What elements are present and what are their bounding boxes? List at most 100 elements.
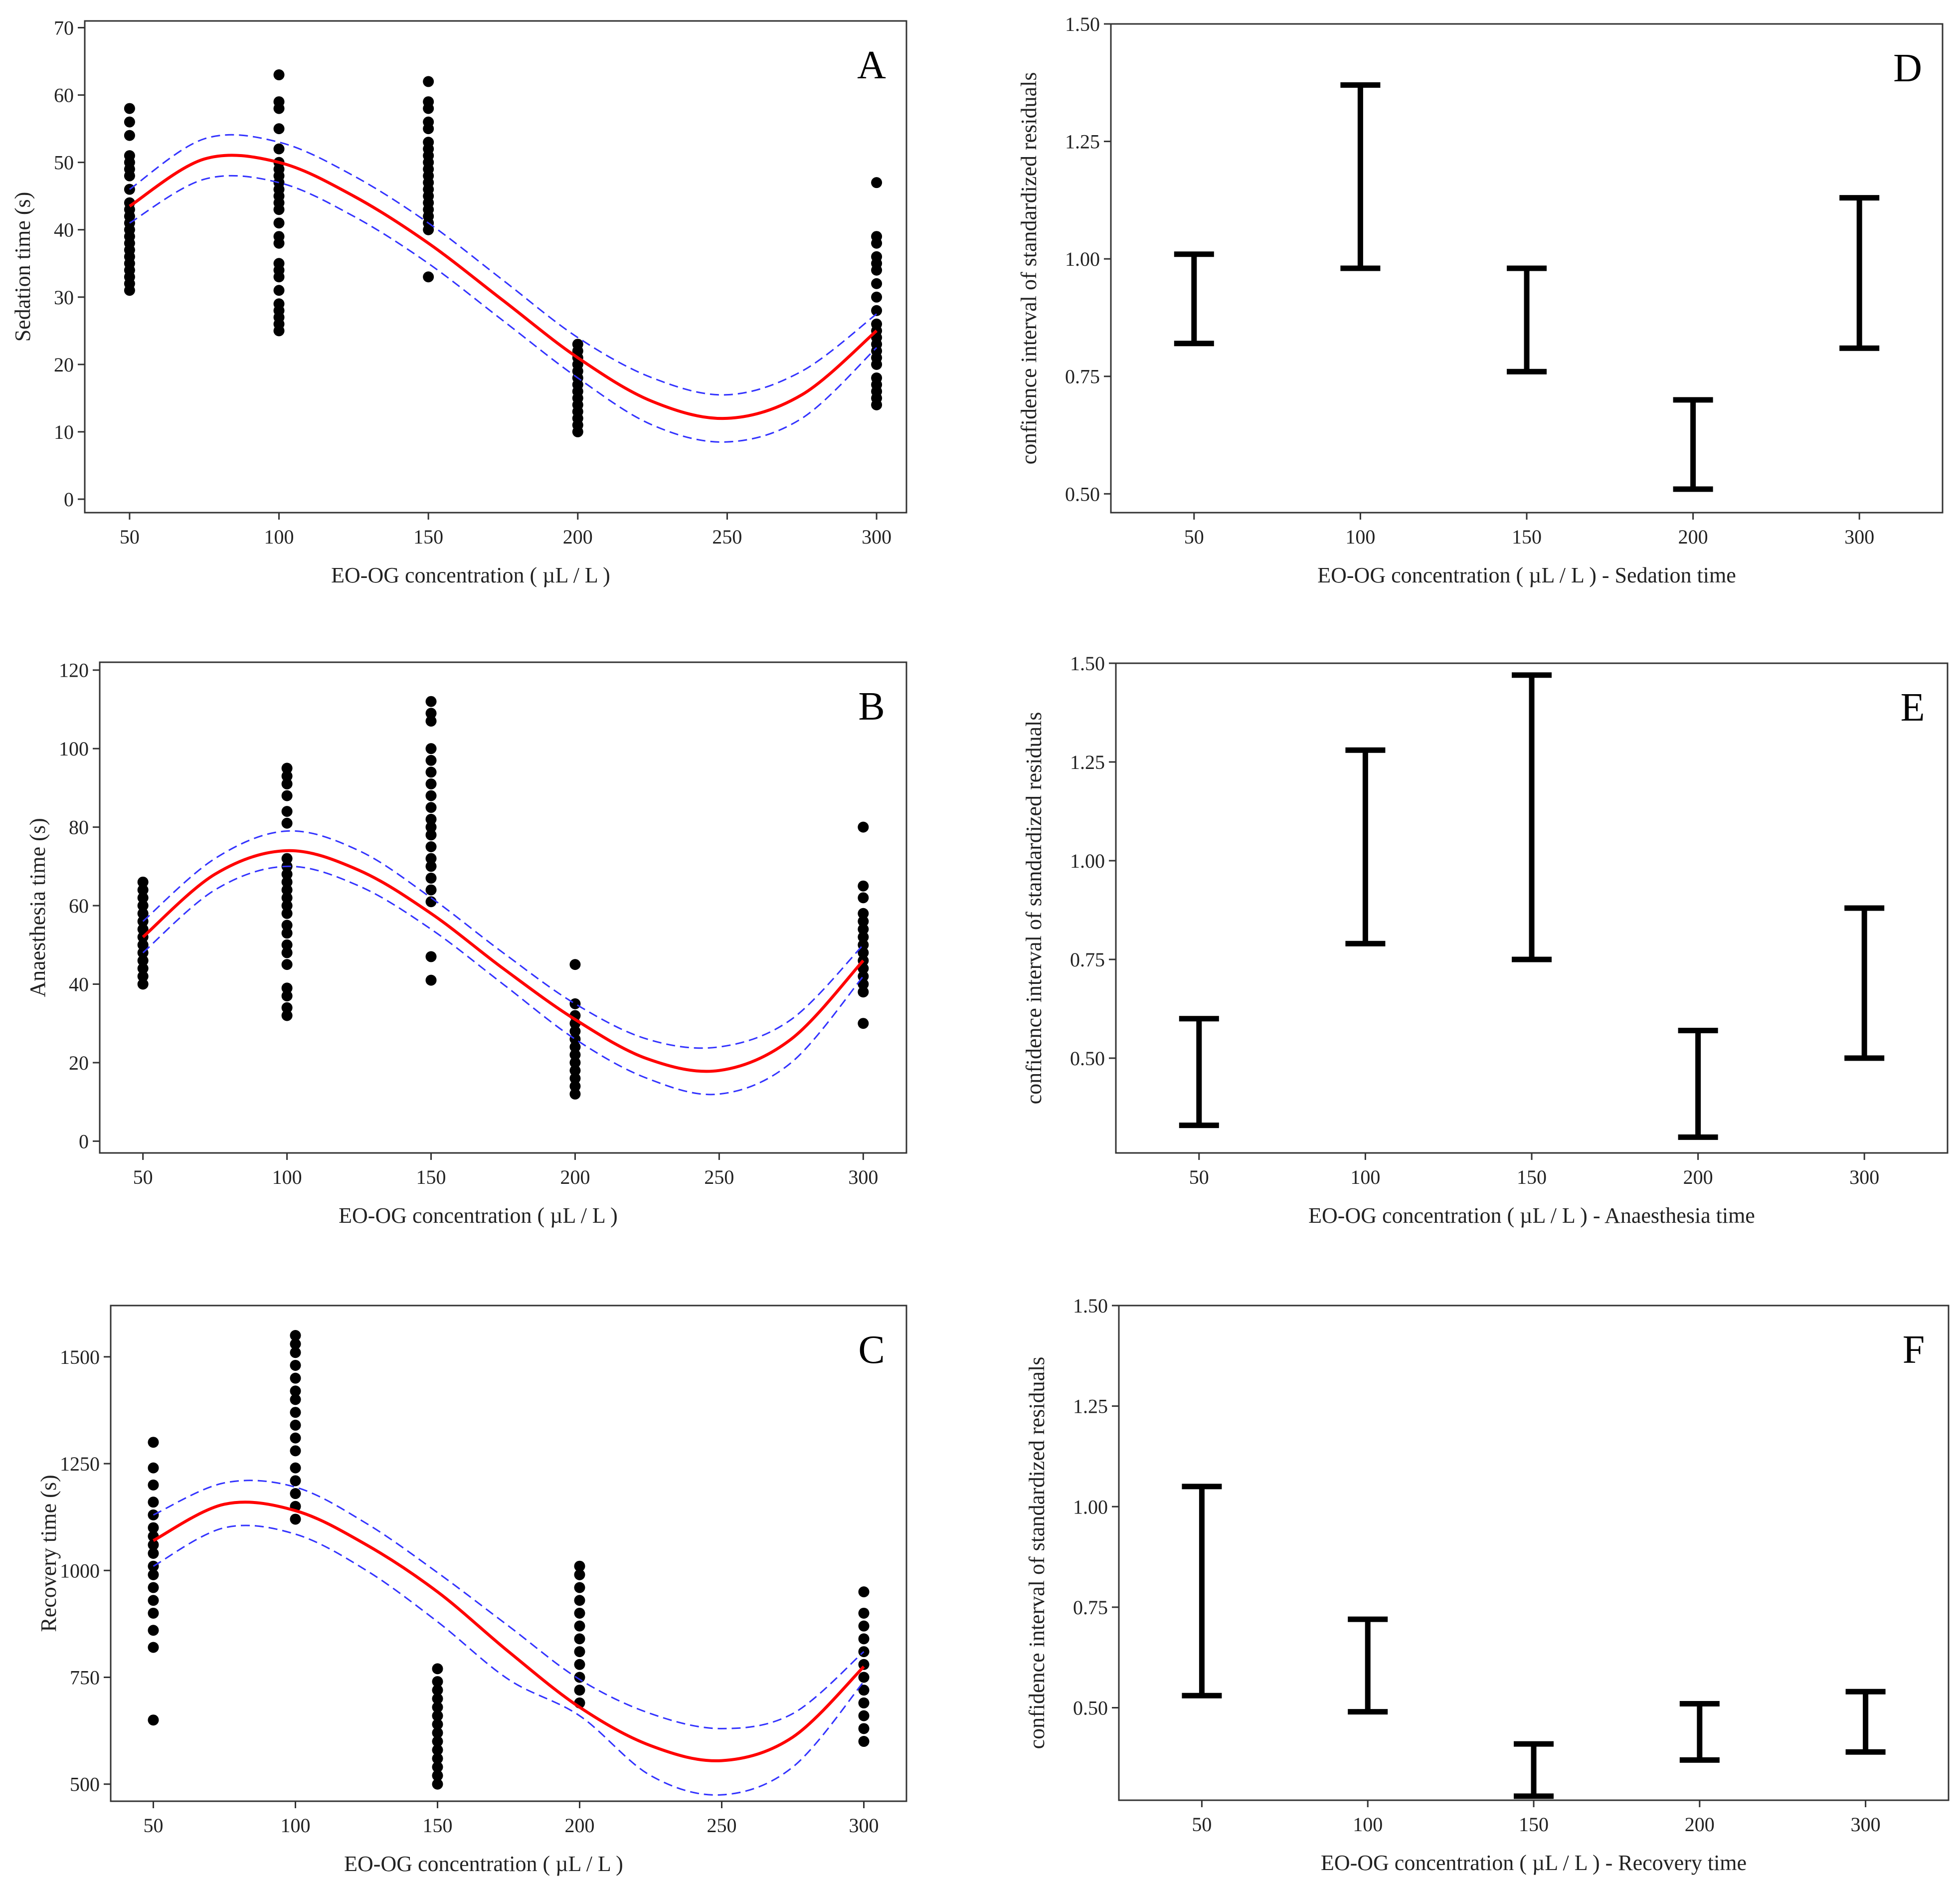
y-axis-title: confidence interval of standardized resi… [1025, 1357, 1049, 1749]
y-tick-label: 1000 [60, 1559, 100, 1582]
data-point [281, 884, 293, 896]
data-point [858, 916, 869, 927]
data-point [281, 939, 293, 950]
data-point [858, 1672, 870, 1683]
data-point [290, 1372, 301, 1384]
data-point [569, 1057, 581, 1068]
data-point [137, 963, 149, 974]
ci-upper-line [129, 134, 877, 396]
data-points [137, 696, 869, 1100]
panel-label: D [1893, 46, 1922, 90]
y-tick-label: 1.50 [1073, 1295, 1108, 1317]
data-point [858, 1633, 870, 1645]
data-point [281, 920, 293, 931]
x-tick-label: 100 [1345, 526, 1375, 548]
data-point [569, 1049, 581, 1061]
data-point [281, 876, 293, 888]
data-point [423, 137, 434, 148]
data-point [425, 821, 437, 833]
data-point [273, 69, 285, 81]
data-point [281, 947, 293, 958]
data-point [871, 291, 883, 303]
y-tick-label: 40 [69, 973, 89, 996]
y-tick-label: 0.75 [1073, 1596, 1108, 1619]
data-point [574, 1569, 585, 1580]
data-point [858, 1018, 869, 1029]
y-tick-label: 1.00 [1070, 850, 1105, 872]
x-tick-label: 200 [565, 1814, 595, 1837]
data-point [858, 924, 869, 935]
data-point [290, 1475, 301, 1487]
x-tick-label: 300 [1844, 526, 1874, 548]
y-tick-label: 1.50 [1065, 13, 1100, 35]
data-point [423, 116, 434, 128]
data-point [281, 1010, 293, 1021]
x-axis-title: EO-OG concentration ( µL / L ) [339, 1203, 618, 1228]
data-point [858, 1697, 870, 1708]
data-point [858, 947, 869, 958]
data-point [281, 817, 293, 829]
data-point [290, 1513, 301, 1525]
x-tick-label: 150 [413, 526, 443, 548]
x-tick-label: 100 [264, 526, 294, 548]
y-tick-label: 750 [70, 1667, 100, 1689]
fit-line [129, 154, 878, 420]
y-tick-label: 100 [59, 738, 89, 760]
x-axis-title: EO-OG concentration ( µL / L ) - Sedatio… [1317, 563, 1736, 587]
error-bar [1174, 251, 1214, 347]
data-point [569, 1041, 581, 1053]
error-bar [1673, 397, 1713, 492]
data-point [281, 892, 293, 904]
data-point [423, 271, 434, 283]
y-tick-label: 1.50 [1070, 652, 1105, 675]
data-point [432, 1718, 443, 1730]
x-axis-title: EO-OG concentration ( µL / L ) - Anaesth… [1308, 1203, 1755, 1228]
data-point [858, 908, 869, 919]
plot-frame [1118, 1305, 1950, 1801]
data-point [148, 1625, 159, 1636]
data-point [273, 217, 285, 229]
data-point [273, 96, 285, 108]
data-point [273, 298, 285, 310]
data-point [425, 743, 437, 754]
chart-panel-f: F 0.50 0.75 1.00 1.25 1.50 50 100 150 200 300 EO-OG… [1025, 1295, 1950, 1875]
data-point [425, 829, 437, 841]
data-point [871, 278, 883, 289]
x-tick-label: 50 [1189, 1166, 1209, 1188]
data-point [124, 103, 135, 114]
data-point [281, 778, 293, 790]
y-tick-label: 80 [69, 816, 89, 839]
error-bar [1507, 265, 1547, 375]
data-point [574, 1659, 585, 1670]
chart-panel-d: D 0.50 0.75 1.00 1.25 1.50 50 100 150 200 300 EO-OG… [1017, 13, 1944, 587]
data-point [432, 1727, 443, 1738]
data-point [148, 1548, 159, 1559]
data-point [425, 708, 437, 719]
x-tick-label: 100 [281, 1814, 311, 1837]
data-point [425, 766, 437, 778]
y-tick-label: 1.25 [1065, 131, 1100, 153]
y-tick-label: 20 [54, 354, 74, 376]
plot-frame [99, 661, 907, 1154]
data-point [432, 1710, 443, 1721]
data-point [432, 1744, 443, 1756]
data-point [281, 908, 293, 919]
error-bar [1839, 195, 1880, 351]
data-point [432, 1676, 443, 1688]
y-tick-label: 0.50 [1065, 483, 1100, 505]
data-point [425, 884, 437, 896]
data-points [148, 1329, 870, 1790]
data-point [871, 372, 883, 383]
data-point [574, 1620, 585, 1632]
data-point [290, 1359, 301, 1371]
ci-upper-line [142, 830, 864, 1049]
x-tick-label: 200 [1678, 526, 1708, 548]
data-point [273, 123, 285, 135]
x-tick-label: 50 [144, 1814, 164, 1837]
data-point [858, 1659, 870, 1670]
x-tick-label: 300 [849, 1814, 879, 1837]
x-tick-label: 50 [1184, 526, 1204, 548]
data-point [281, 790, 293, 801]
panel-label: B [858, 685, 885, 729]
